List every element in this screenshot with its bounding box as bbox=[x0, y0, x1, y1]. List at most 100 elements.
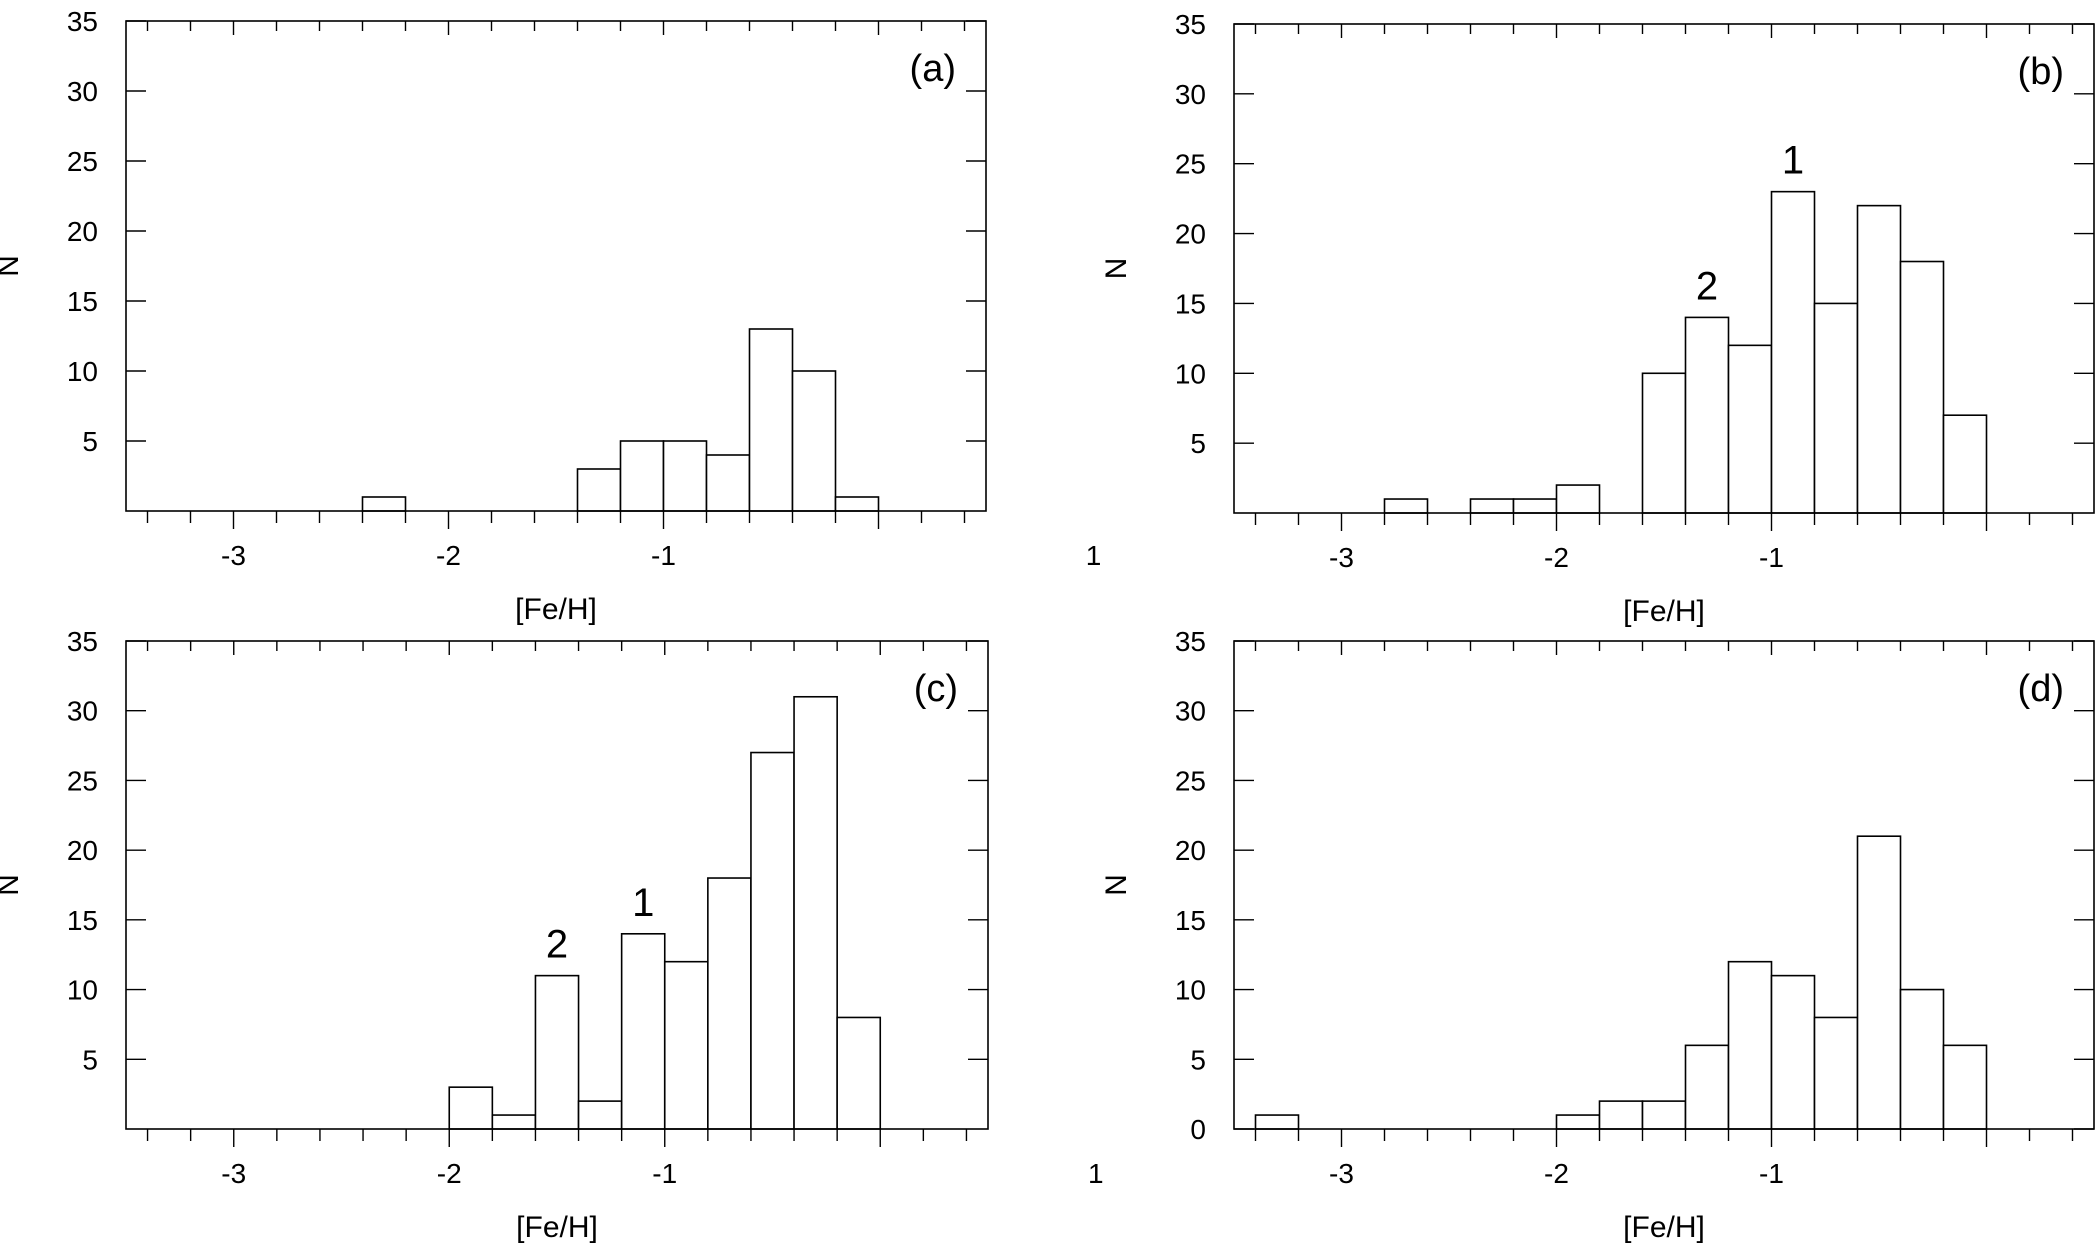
histogram-bar bbox=[1469, 498, 1515, 514]
y-tick-label: 35 bbox=[1175, 626, 1206, 657]
histogram-bar bbox=[576, 468, 622, 512]
histogram-bar bbox=[836, 1016, 882, 1130]
x-tick-label: -1 bbox=[1759, 1158, 1784, 1189]
histogram-bar bbox=[1813, 1016, 1859, 1130]
y-tick-label: 35 bbox=[1175, 9, 1206, 40]
histogram-bar bbox=[1813, 302, 1859, 514]
histogram-bar bbox=[1770, 974, 1816, 1130]
histogram-bar bbox=[1641, 372, 1687, 514]
plot-frame bbox=[125, 20, 987, 512]
plot-frame bbox=[1233, 640, 2095, 1130]
y-tick-label: 15 bbox=[67, 286, 98, 317]
x-tick-label: -1 bbox=[651, 540, 676, 571]
y-axis-label: N bbox=[0, 874, 25, 896]
histogram-bar bbox=[1856, 835, 1902, 1130]
y-tick-label: 35 bbox=[67, 626, 98, 657]
histogram-bar bbox=[361, 496, 407, 512]
histogram-bar bbox=[750, 751, 795, 1130]
histogram-bar bbox=[707, 877, 752, 1130]
x-tick-label: -2 bbox=[1544, 1158, 1569, 1189]
x-axis-label: [Fe/H] bbox=[515, 593, 597, 626]
histogram-bar bbox=[1899, 988, 1945, 1130]
histogram-bar bbox=[1555, 484, 1601, 514]
histogram-bar bbox=[1512, 498, 1558, 514]
peak-annotation: 1 bbox=[632, 881, 654, 925]
histogram-bar bbox=[1555, 1114, 1601, 1130]
x-tick-label: -3 bbox=[221, 540, 246, 571]
histogram-bar bbox=[1899, 260, 1945, 514]
y-tick-label: 10 bbox=[67, 975, 98, 1006]
x-tick-label: -1 bbox=[652, 1158, 677, 1189]
histogram-bar bbox=[577, 1100, 623, 1130]
y-tick-label: 35 bbox=[67, 6, 98, 37]
x-axis-label: [Fe/H] bbox=[516, 1211, 598, 1244]
y-tick-label: 0 bbox=[1190, 1114, 1206, 1145]
y-axis-label: N bbox=[1100, 258, 1133, 280]
plot-frame bbox=[125, 640, 989, 1130]
x-tick-label: -2 bbox=[437, 1158, 462, 1189]
x-tick-label: -2 bbox=[436, 540, 461, 571]
histogram-bar bbox=[1598, 1100, 1644, 1130]
y-axis-label: N bbox=[1100, 874, 1133, 896]
y-tick-label: 30 bbox=[67, 696, 98, 727]
x-axis-label: [Fe/H] bbox=[1623, 595, 1705, 628]
x-tick-label: -2 bbox=[1544, 542, 1569, 573]
histogram-bar bbox=[620, 932, 666, 1130]
histogram-bar bbox=[448, 1086, 494, 1130]
histogram-bar bbox=[1770, 190, 1816, 514]
panel-d: -3-2-1105101520253035[Fe/H]N(d) bbox=[1100, 626, 2095, 1244]
histogram-bar bbox=[663, 960, 709, 1130]
y-tick-label: 25 bbox=[67, 765, 98, 796]
y-tick-label: 5 bbox=[82, 1044, 98, 1075]
y-tick-label: 20 bbox=[1175, 219, 1206, 250]
y-tick-label: 30 bbox=[1175, 696, 1206, 727]
peak-annotation: 2 bbox=[1696, 264, 1718, 308]
histogram-bar bbox=[1383, 498, 1429, 514]
plot-frame bbox=[1233, 23, 2095, 514]
histogram-bar bbox=[662, 440, 708, 512]
histogram-bar bbox=[1254, 1114, 1300, 1130]
histogram-bar bbox=[1684, 1044, 1730, 1130]
histogram-bar bbox=[791, 370, 837, 512]
histogram-bar bbox=[1727, 344, 1773, 514]
peak-annotation: 1 bbox=[1782, 139, 1804, 183]
y-tick-label: 10 bbox=[1175, 975, 1206, 1006]
y-tick-label: 15 bbox=[67, 905, 98, 936]
x-tick-label: -3 bbox=[221, 1158, 246, 1189]
histogram-bar bbox=[1942, 1044, 1988, 1130]
histogram-bar bbox=[748, 328, 794, 512]
panel-label: (d) bbox=[2018, 668, 2064, 710]
x-tick-label: -3 bbox=[1329, 542, 1354, 573]
histogram-bar bbox=[1641, 1100, 1687, 1130]
x-tick-label: -1 bbox=[1759, 542, 1784, 573]
y-tick-label: 5 bbox=[1190, 428, 1206, 459]
histogram-bar bbox=[1684, 316, 1730, 514]
y-tick-label: 15 bbox=[1175, 905, 1206, 936]
panel-label: (b) bbox=[2018, 51, 2064, 93]
histogram-bar bbox=[834, 496, 880, 512]
peak-annotation: 2 bbox=[546, 923, 568, 967]
histogram-bar bbox=[619, 440, 665, 512]
x-tick-label: -3 bbox=[1329, 1158, 1354, 1189]
y-tick-label: 25 bbox=[67, 146, 98, 177]
histogram-bar bbox=[1727, 960, 1773, 1130]
y-tick-label: 25 bbox=[1175, 765, 1206, 796]
panel-label: (a) bbox=[910, 48, 956, 90]
y-tick-label: 5 bbox=[1190, 1044, 1206, 1075]
y-tick-label: 30 bbox=[67, 76, 98, 107]
x-axis-label: [Fe/H] bbox=[1623, 1211, 1705, 1244]
y-tick-label: 10 bbox=[1175, 358, 1206, 389]
histogram-bar bbox=[1856, 204, 1902, 514]
histogram-bar bbox=[491, 1114, 537, 1130]
y-tick-label: 5 bbox=[82, 426, 98, 457]
histogram-bar bbox=[534, 974, 580, 1130]
x-tick-label: 1 bbox=[1088, 1158, 1104, 1189]
histogram-bar bbox=[705, 454, 751, 512]
x-tick-label: 1 bbox=[1086, 540, 1102, 571]
y-tick-label: 10 bbox=[67, 356, 98, 387]
